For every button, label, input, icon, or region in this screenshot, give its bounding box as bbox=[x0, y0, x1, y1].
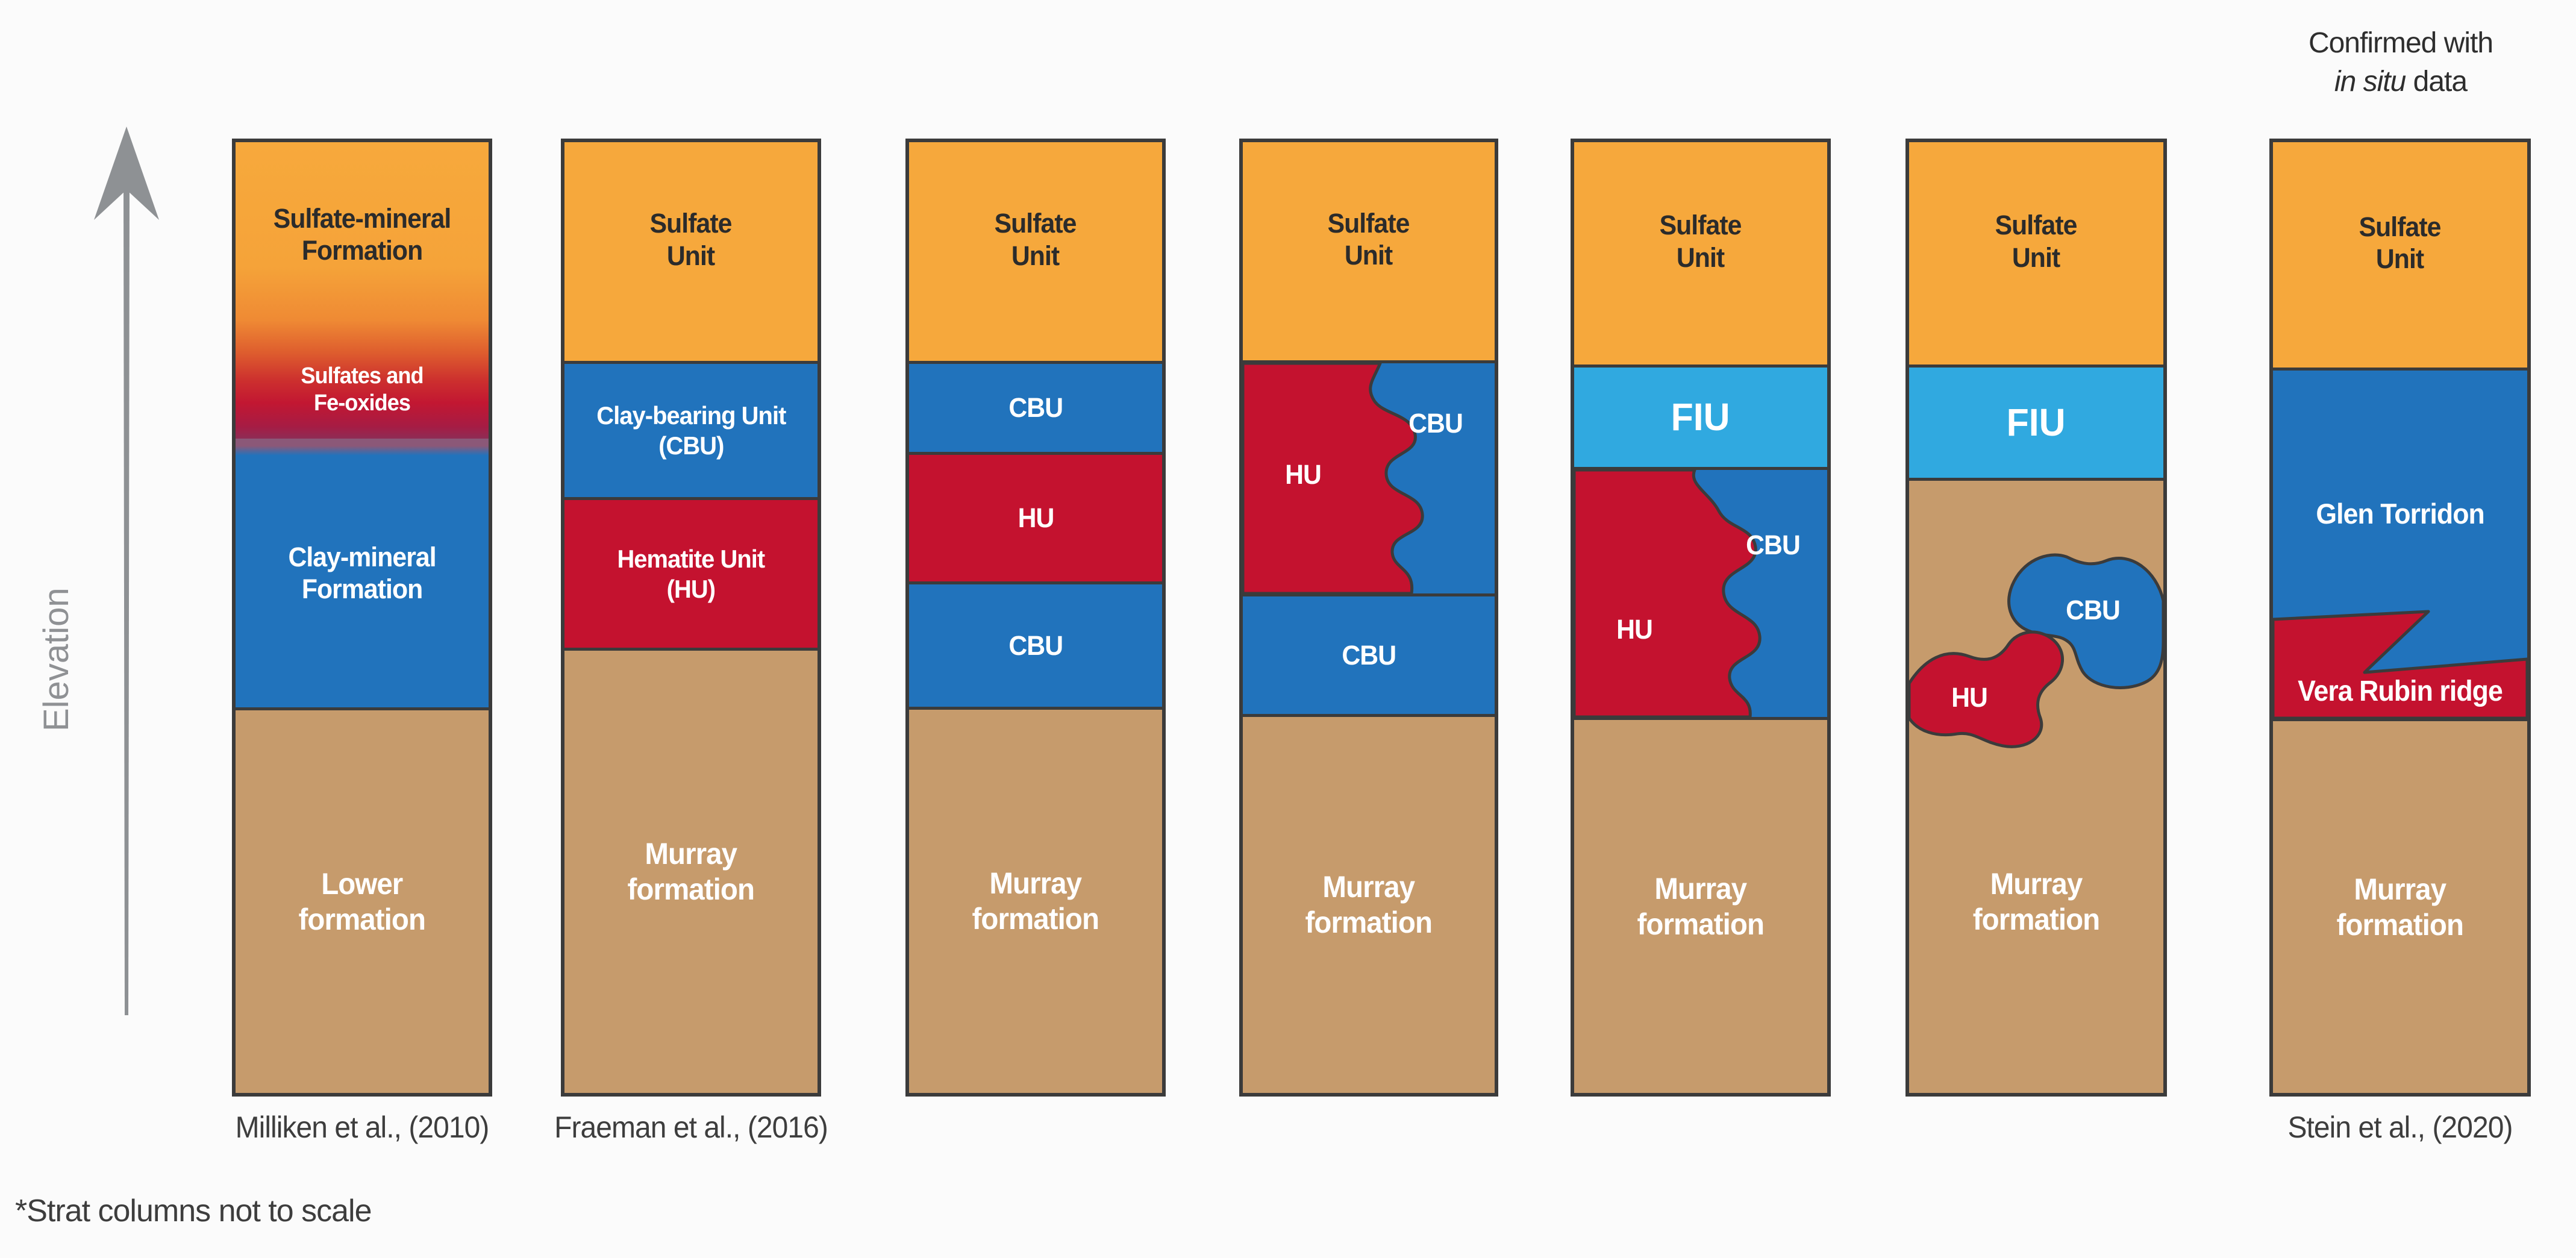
not-to-scale-footnote: *Strat columns not to scale bbox=[15, 1194, 372, 1228]
unit-label: Clay-bearing Unit (CBU) bbox=[596, 401, 786, 460]
unit-label: Clay-mineral Formation bbox=[288, 541, 436, 604]
caption-stein-2020: Stein et al., (2020) bbox=[2287, 1110, 2513, 1144]
unit-label: Murray formation bbox=[1305, 870, 1433, 939]
unit-label: Murray formation bbox=[1637, 871, 1765, 941]
unit-label: Murray formation bbox=[627, 837, 755, 906]
unit-sulfate: Sulfate Unit bbox=[909, 142, 1162, 361]
unit-label: Murray formation bbox=[2336, 872, 2464, 942]
caption-fraeman-2016: Fraeman et al., (2016) bbox=[554, 1110, 828, 1144]
unit-murray: Murray formation bbox=[909, 707, 1162, 1093]
unit-fiu: FIU bbox=[1909, 365, 2163, 478]
unit-label: HU bbox=[1018, 502, 1054, 534]
unit-hu: Hematite Unit (HU) bbox=[564, 497, 818, 648]
wavy-contact-shape bbox=[1574, 470, 1762, 717]
strat-column-6: Sulfate Unit FIU CBU HU Murray formation bbox=[1905, 139, 2167, 1097]
strat-column-fraeman: Sulfate Unit Clay-bearing Unit (CBU) Hem… bbox=[561, 139, 821, 1097]
wavy-contact-shape bbox=[1243, 363, 1424, 593]
unit-sulfate: Sulfate Unit bbox=[2273, 142, 2527, 368]
caption-milliken-2010: Milliken et al., (2010) bbox=[235, 1110, 490, 1144]
vrr-label: Vera Rubin ridge bbox=[2298, 675, 2503, 707]
unit-murray: Murray formation bbox=[2273, 718, 2527, 1093]
unit-sulfate-mineral-formation: Sulfate-mineral Formation Sulfates and F… bbox=[236, 142, 489, 439]
unit-label: Sulfate Unit bbox=[995, 208, 1077, 271]
unit-cbu: Clay-bearing Unit (CBU) bbox=[564, 361, 818, 497]
unit-hu-cbu-interfingered: HU CBU bbox=[1574, 467, 1827, 717]
unit-cbu-band: CBU bbox=[1243, 593, 1495, 714]
cbu-label: CBU bbox=[1746, 530, 1801, 560]
unit-cbu-upper: CBU bbox=[909, 361, 1162, 452]
unit-label: Sulfate Unit bbox=[1660, 210, 1742, 273]
unit-label: CBU bbox=[1008, 630, 1063, 661]
strat-column-milliken: Sulfate-mineral Formation Sulfates and F… bbox=[232, 139, 492, 1097]
hu-label: HU bbox=[1616, 614, 1653, 645]
confirmed-italic: in situ bbox=[2334, 66, 2406, 98]
unit-label: Murray formation bbox=[972, 866, 1099, 936]
vrr-zigzag-shape bbox=[2273, 610, 2527, 718]
unit-sulfate: Sulfate Unit bbox=[564, 142, 818, 361]
unit-label: Murray formation bbox=[1972, 867, 2100, 936]
elevation-arrow-icon bbox=[94, 127, 159, 1015]
unit-label: Sulfate Unit bbox=[1328, 207, 1410, 271]
hu-label: HU bbox=[1285, 459, 1322, 490]
unit-murray: Murray formation bbox=[1243, 714, 1495, 1093]
hu-label: HU bbox=[1951, 682, 1988, 713]
elevation-axis-label: Elevation bbox=[37, 587, 76, 732]
strat-column-stein: Sulfate Unit Glen Torridon Vera Rubin ri… bbox=[2269, 139, 2531, 1097]
strat-column-5: Sulfate Unit FIU HU CBU Murray formation bbox=[1571, 139, 1831, 1097]
unit-hu-cbu-interfingered: HU CBU bbox=[1243, 360, 1495, 593]
confirmed-rest: data bbox=[2406, 66, 2468, 98]
unit-label: FIU bbox=[1671, 395, 1730, 439]
unit-label: Glen Torridon bbox=[2316, 498, 2484, 530]
cbu-label: CBU bbox=[1408, 408, 1463, 439]
unit-label: Hematite Unit (HU) bbox=[617, 544, 766, 603]
unit-label: Sulfate Unit bbox=[2359, 211, 2442, 274]
unit-label: CBU bbox=[1008, 392, 1063, 424]
cbu-label: CBU bbox=[2066, 595, 2121, 625]
unit-label: Sulfate Unit bbox=[650, 208, 733, 271]
unit-label: Sulfate Unit bbox=[1995, 210, 2078, 273]
unit-sulfate: Sulfate Unit bbox=[1909, 142, 2163, 365]
strat-column-3: Sulfate Unit CBU HU CBU Murray formation bbox=[905, 139, 1166, 1097]
unit-fiu: FIU bbox=[1574, 365, 1827, 467]
unit-hu: HU bbox=[909, 452, 1162, 581]
unit-lower-formation: Lower formation bbox=[236, 707, 489, 1093]
unit-sulfate: Sulfate Unit bbox=[1574, 142, 1827, 365]
unit-label: FIU bbox=[2007, 400, 2066, 444]
unit-label: Lower formation bbox=[298, 866, 426, 936]
unit-murray-with-lenses: CBU HU Murray formation bbox=[1909, 478, 2163, 1093]
unit-vera-rubin-ridge: Vera Rubin ridge bbox=[2273, 610, 2527, 718]
unit-label: Sulfate-mineral Formation bbox=[273, 203, 452, 266]
unit-clay-mineral-formation: Clay-mineral Formation bbox=[236, 439, 489, 707]
unit-murray: Murray formation bbox=[564, 648, 818, 1093]
strat-column-4: Sulfate Unit HU CBU CBU Murray formation bbox=[1239, 139, 1498, 1097]
confirmed-line1: Confirmed with bbox=[2308, 27, 2493, 59]
unit-sublabel-sulfates-feoxides: Sulfates and Fe-oxides bbox=[301, 363, 424, 416]
unit-label: CBU bbox=[1342, 639, 1396, 671]
unit-murray: Murray formation bbox=[1574, 717, 1827, 1093]
unit-sulfate: Sulfate Unit bbox=[1243, 142, 1495, 360]
confirmed-in-situ-note: Confirmed with in situ data bbox=[2253, 24, 2548, 101]
unit-cbu-lower: CBU bbox=[909, 581, 1162, 707]
hu-cbu-lenses-shape bbox=[1909, 553, 2163, 748]
